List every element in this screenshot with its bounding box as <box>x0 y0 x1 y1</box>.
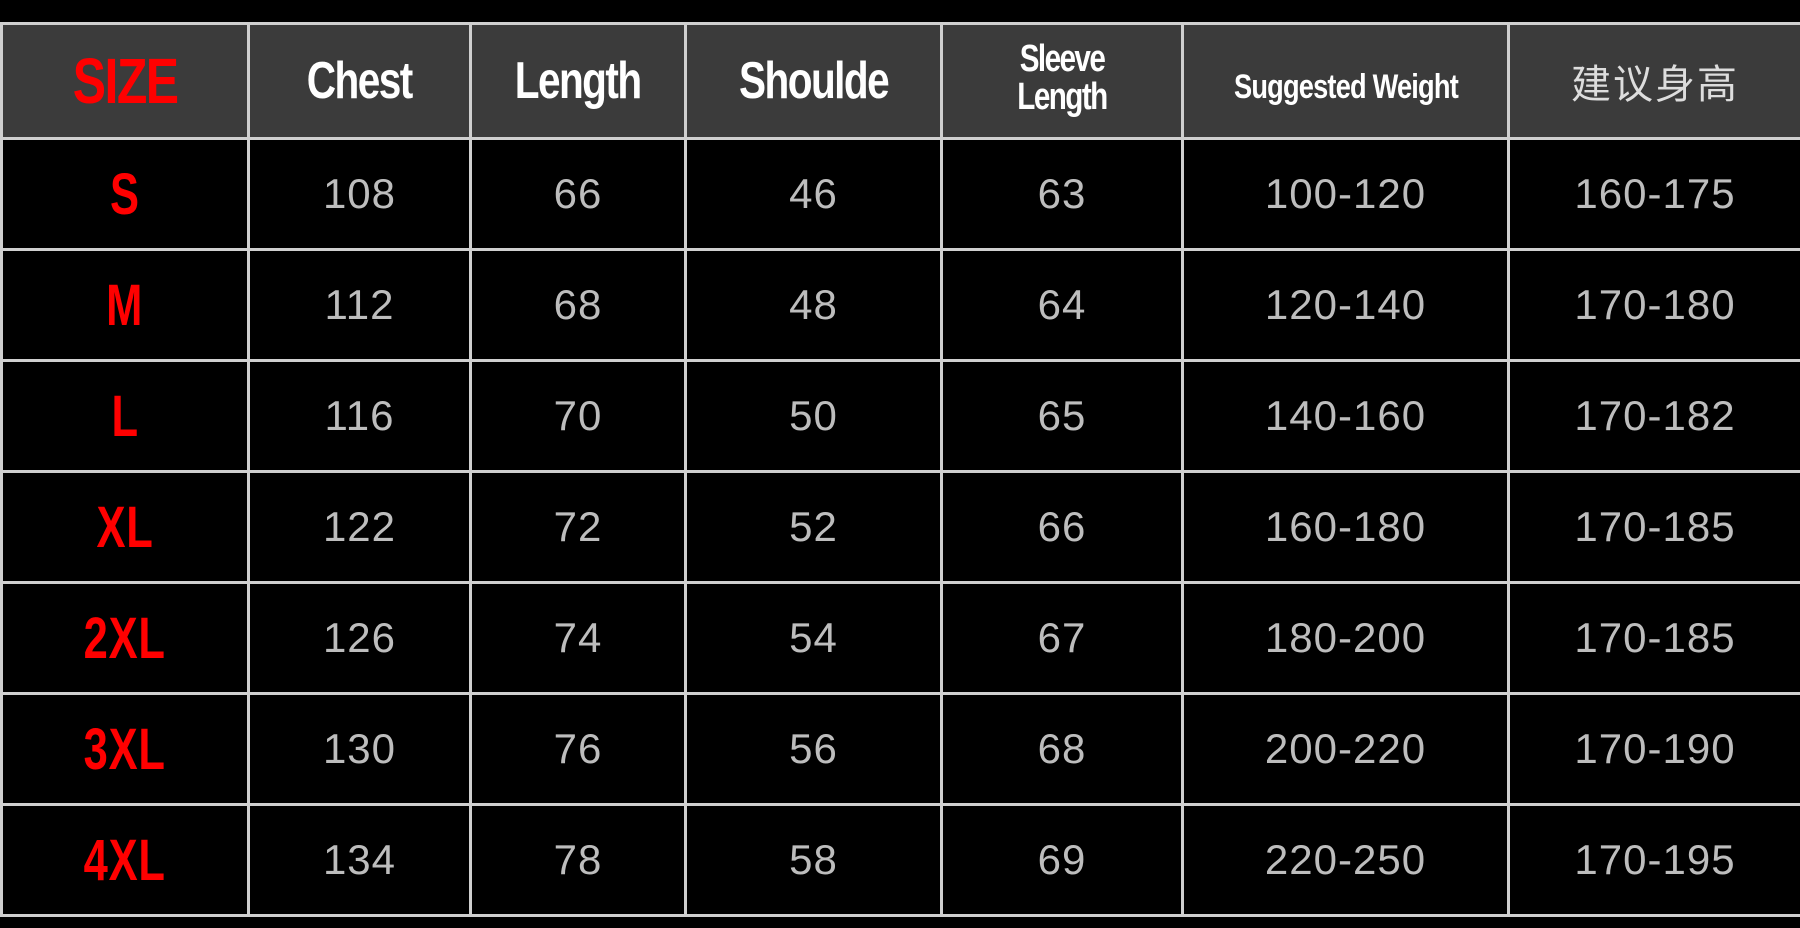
size-label: M <box>106 272 144 338</box>
table-row: S 108 66 46 63 100-120 160-175 <box>0 137 1800 251</box>
cell-sleeve: 64 <box>940 248 1184 362</box>
cell-chest: 116 <box>247 359 472 473</box>
cell-length: 66 <box>469 137 687 251</box>
cell-chest: 134 <box>247 803 472 917</box>
cell-shoulder: 56 <box>684 692 943 806</box>
cell-chest: 126 <box>247 581 472 695</box>
cell-height: 170-185 <box>1507 470 1800 584</box>
size-label: L <box>111 383 139 449</box>
cell-size: 2XL <box>0 581 250 695</box>
header-suggested-weight: Suggested Weight <box>1181 22 1510 140</box>
header-chest: Chest <box>247 22 472 140</box>
cell-sleeve: 66 <box>940 470 1184 584</box>
size-label: 4XL <box>83 827 167 893</box>
cell-height: 160-175 <box>1507 137 1800 251</box>
table-row: 4XL 134 78 58 69 220-250 170-195 <box>0 803 1800 917</box>
header-size: SIZE <box>0 22 250 140</box>
header-length: Length <box>469 22 687 140</box>
header-shoulder: Shoulde <box>684 22 943 140</box>
cell-chest: 112 <box>247 248 472 362</box>
cell-length: 78 <box>469 803 687 917</box>
cell-length: 70 <box>469 359 687 473</box>
header-row: SIZE Chest Length Shoulde Sleeve Length … <box>0 22 1800 140</box>
cell-chest: 130 <box>247 692 472 806</box>
table-row: L 116 70 50 65 140-160 170-182 <box>0 359 1800 473</box>
cell-shoulder: 52 <box>684 470 943 584</box>
size-label: S <box>110 161 140 227</box>
cell-height: 170-190 <box>1507 692 1800 806</box>
cell-size: XL <box>0 470 250 584</box>
cell-weight: 120-140 <box>1181 248 1510 362</box>
cell-length: 74 <box>469 581 687 695</box>
cell-weight: 180-200 <box>1181 581 1510 695</box>
cell-sleeve: 68 <box>940 692 1184 806</box>
cell-shoulder: 50 <box>684 359 943 473</box>
cell-weight: 220-250 <box>1181 803 1510 917</box>
cell-weight: 100-120 <box>1181 137 1510 251</box>
size-label: 3XL <box>83 716 167 782</box>
size-label: XL <box>96 494 154 560</box>
cell-size: L <box>0 359 250 473</box>
cell-size: 4XL <box>0 803 250 917</box>
cell-height: 170-180 <box>1507 248 1800 362</box>
size-label: 2XL <box>83 605 167 671</box>
header-sleeve-length: Sleeve Length <box>940 22 1184 140</box>
size-chart: SIZE Chest Length Shoulde Sleeve Length … <box>0 22 1800 917</box>
cell-weight: 140-160 <box>1181 359 1510 473</box>
cell-height: 170-185 <box>1507 581 1800 695</box>
cell-height: 170-195 <box>1507 803 1800 917</box>
table-row: 2XL 126 74 54 67 180-200 170-185 <box>0 581 1800 695</box>
table-row: M 112 68 48 64 120-140 170-180 <box>0 248 1800 362</box>
cell-sleeve: 63 <box>940 137 1184 251</box>
cell-chest: 122 <box>247 470 472 584</box>
table-row: 3XL 130 76 56 68 200-220 170-190 <box>0 692 1800 806</box>
table-row: XL 122 72 52 66 160-180 170-185 <box>0 470 1800 584</box>
cell-chest: 108 <box>247 137 472 251</box>
cell-shoulder: 48 <box>684 248 943 362</box>
cell-length: 68 <box>469 248 687 362</box>
cell-size: S <box>0 137 250 251</box>
cell-length: 72 <box>469 470 687 584</box>
cell-size: M <box>0 248 250 362</box>
cell-sleeve: 65 <box>940 359 1184 473</box>
cell-size: 3XL <box>0 692 250 806</box>
cell-length: 76 <box>469 692 687 806</box>
size-table: SIZE Chest Length Shoulde Sleeve Length … <box>0 22 1800 917</box>
cell-sleeve: 67 <box>940 581 1184 695</box>
cell-sleeve: 69 <box>940 803 1184 917</box>
cell-shoulder: 46 <box>684 137 943 251</box>
cell-height: 170-182 <box>1507 359 1800 473</box>
cell-shoulder: 58 <box>684 803 943 917</box>
cell-shoulder: 54 <box>684 581 943 695</box>
cell-weight: 200-220 <box>1181 692 1510 806</box>
cell-weight: 160-180 <box>1181 470 1510 584</box>
header-suggested-height: 建议身高 <box>1507 22 1800 140</box>
